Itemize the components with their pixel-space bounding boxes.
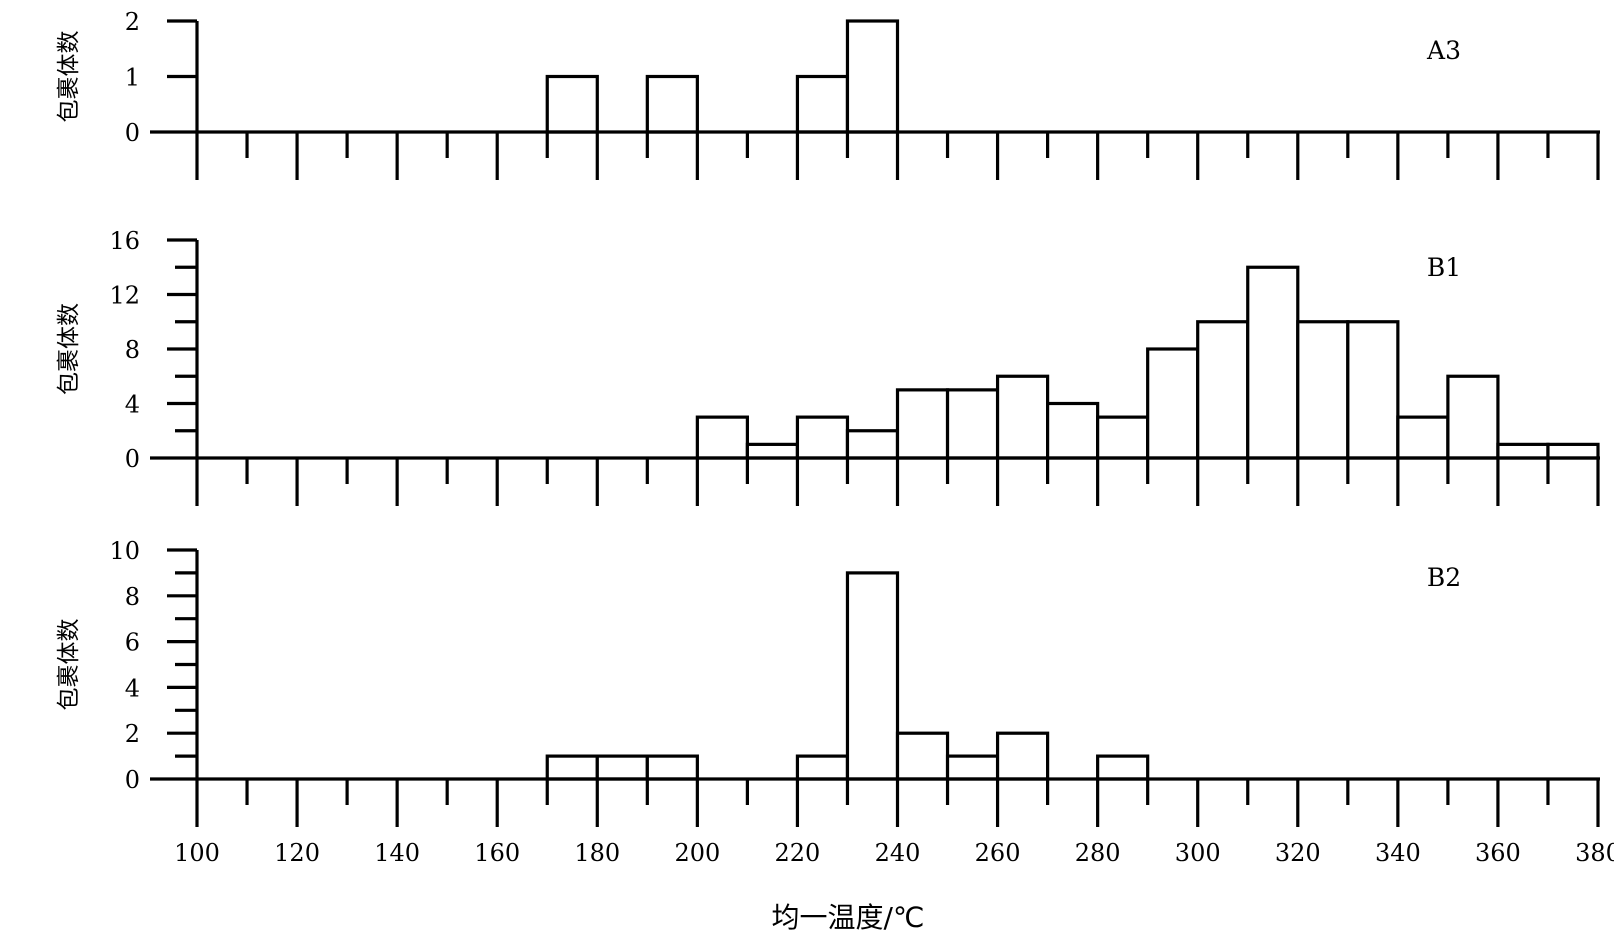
y-tick-label: 8 <box>125 583 140 611</box>
bar-b2-220 <box>795 754 850 781</box>
bar-b2-180 <box>595 754 649 781</box>
panel-label-b2: B2 <box>1427 563 1461 592</box>
bar-b1-210 <box>745 442 800 460</box>
y-axis-title: 包裹体数 <box>56 303 82 395</box>
bar-b1-280 <box>1096 415 1150 460</box>
bar-b1-310 <box>1246 265 1300 460</box>
bar-a3-190 <box>645 74 699 134</box>
y-tick-label: 0 <box>125 119 140 147</box>
y-tick-label: 2 <box>125 720 140 748</box>
x-axis-title: 均一温度/℃ <box>772 901 925 934</box>
x-tick-label: 220 <box>775 839 821 867</box>
x-tick-label: 280 <box>1075 839 1121 867</box>
x-tick-label: 360 <box>1475 839 1521 867</box>
y-axis-title: 包裹体数 <box>56 619 82 711</box>
x-tick-label: 380 <box>1575 839 1614 867</box>
x-tick-label: 180 <box>574 839 620 867</box>
y-axis-title: 包裹体数 <box>56 31 82 123</box>
x-tick-label: 340 <box>1375 839 1421 867</box>
bar-b1-220 <box>795 415 850 460</box>
histogram-panel-b2: 0 2 4 6 8 10 包裹体数 B2 <box>56 537 1600 827</box>
y-tick-label: 16 <box>109 227 140 255</box>
y-tick-label: 4 <box>125 391 140 419</box>
histogram-panel-a3: 0 1 2 包裹体数 A3 <box>56 8 1600 180</box>
y-tick-label: 6 <box>125 629 140 657</box>
bar-b1-270 <box>1046 401 1100 460</box>
bar-b1-200 <box>695 415 749 460</box>
y-tick-label: 4 <box>125 674 140 702</box>
x-tick-label: 140 <box>374 839 420 867</box>
bar-b1-250 <box>945 388 1000 460</box>
panel-label-b1: B1 <box>1427 253 1461 282</box>
y-tick-label: 12 <box>109 282 140 310</box>
y-tick-label: 0 <box>125 445 140 473</box>
bar-b1-290 <box>1146 347 1200 460</box>
bar-b1-260 <box>995 374 1050 460</box>
bar-b2-170 <box>545 754 599 781</box>
x-tick-label: 240 <box>875 839 921 867</box>
y-tick-label: 1 <box>125 64 140 92</box>
y-tick-label: 0 <box>125 766 140 794</box>
bar-a3-220 <box>795 74 850 134</box>
bar-b2-230 <box>845 571 900 781</box>
x-tick-labels: 100 120 140 160 180 200 220 240 260 280 300 320 340 3… <box>174 839 1614 867</box>
bar-b1-330 <box>1346 320 1400 460</box>
bar-b1-300 <box>1196 320 1250 460</box>
y-tick-label: 2 <box>125 8 140 36</box>
x-tick-label: 120 <box>274 839 320 867</box>
y-tick-label: 8 <box>125 336 140 364</box>
bar-b2-280 <box>1096 754 1150 781</box>
x-tick-label: 320 <box>1275 839 1321 867</box>
bar-b1-320 <box>1296 320 1350 460</box>
bar-a3-230 <box>845 19 900 134</box>
x-tick-label: 260 <box>975 839 1021 867</box>
bar-a3-170 <box>545 74 599 134</box>
bar-b2-190 <box>645 754 699 781</box>
bar-b2-240 <box>895 731 950 781</box>
bar-b1-340 <box>1396 415 1450 460</box>
x-tick-label: 160 <box>474 839 520 867</box>
bar-b2-260 <box>995 731 1050 781</box>
bar-b1-350 <box>1446 374 1500 460</box>
x-tick-label: 300 <box>1175 839 1221 867</box>
bar-b2-250 <box>945 754 1000 781</box>
panel-label-a3: A3 <box>1426 36 1461 65</box>
histogram-panel-b1: 0 4 8 12 16 包裹体数 B1 <box>56 227 1600 506</box>
bar-b1-360 <box>1496 442 1550 460</box>
bar-b1-230 <box>845 429 900 460</box>
x-tick-label: 200 <box>674 839 720 867</box>
bar-b1-240 <box>895 388 950 460</box>
x-tick-label: 100 <box>174 839 220 867</box>
bar-b1-370 <box>1546 442 1600 460</box>
y-tick-label: 10 <box>109 537 140 565</box>
